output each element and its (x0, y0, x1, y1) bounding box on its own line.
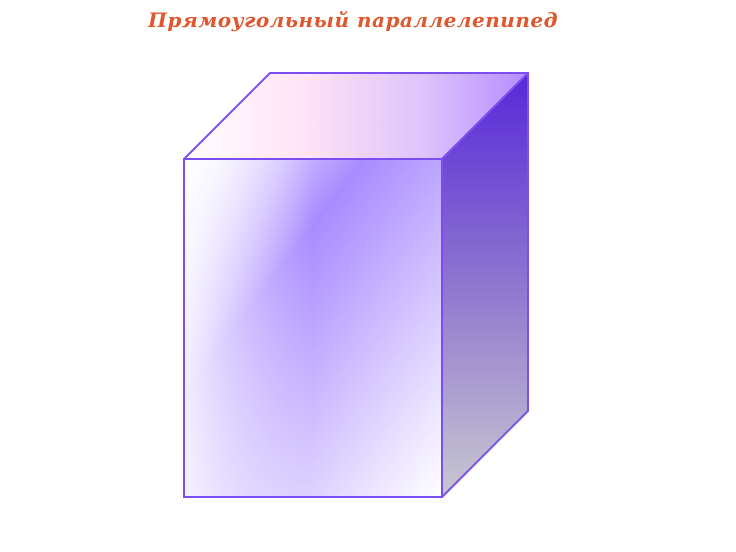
slide-title: Прямоугольный параллелепипед (147, 8, 559, 32)
front-face-highlight (185, 160, 441, 496)
